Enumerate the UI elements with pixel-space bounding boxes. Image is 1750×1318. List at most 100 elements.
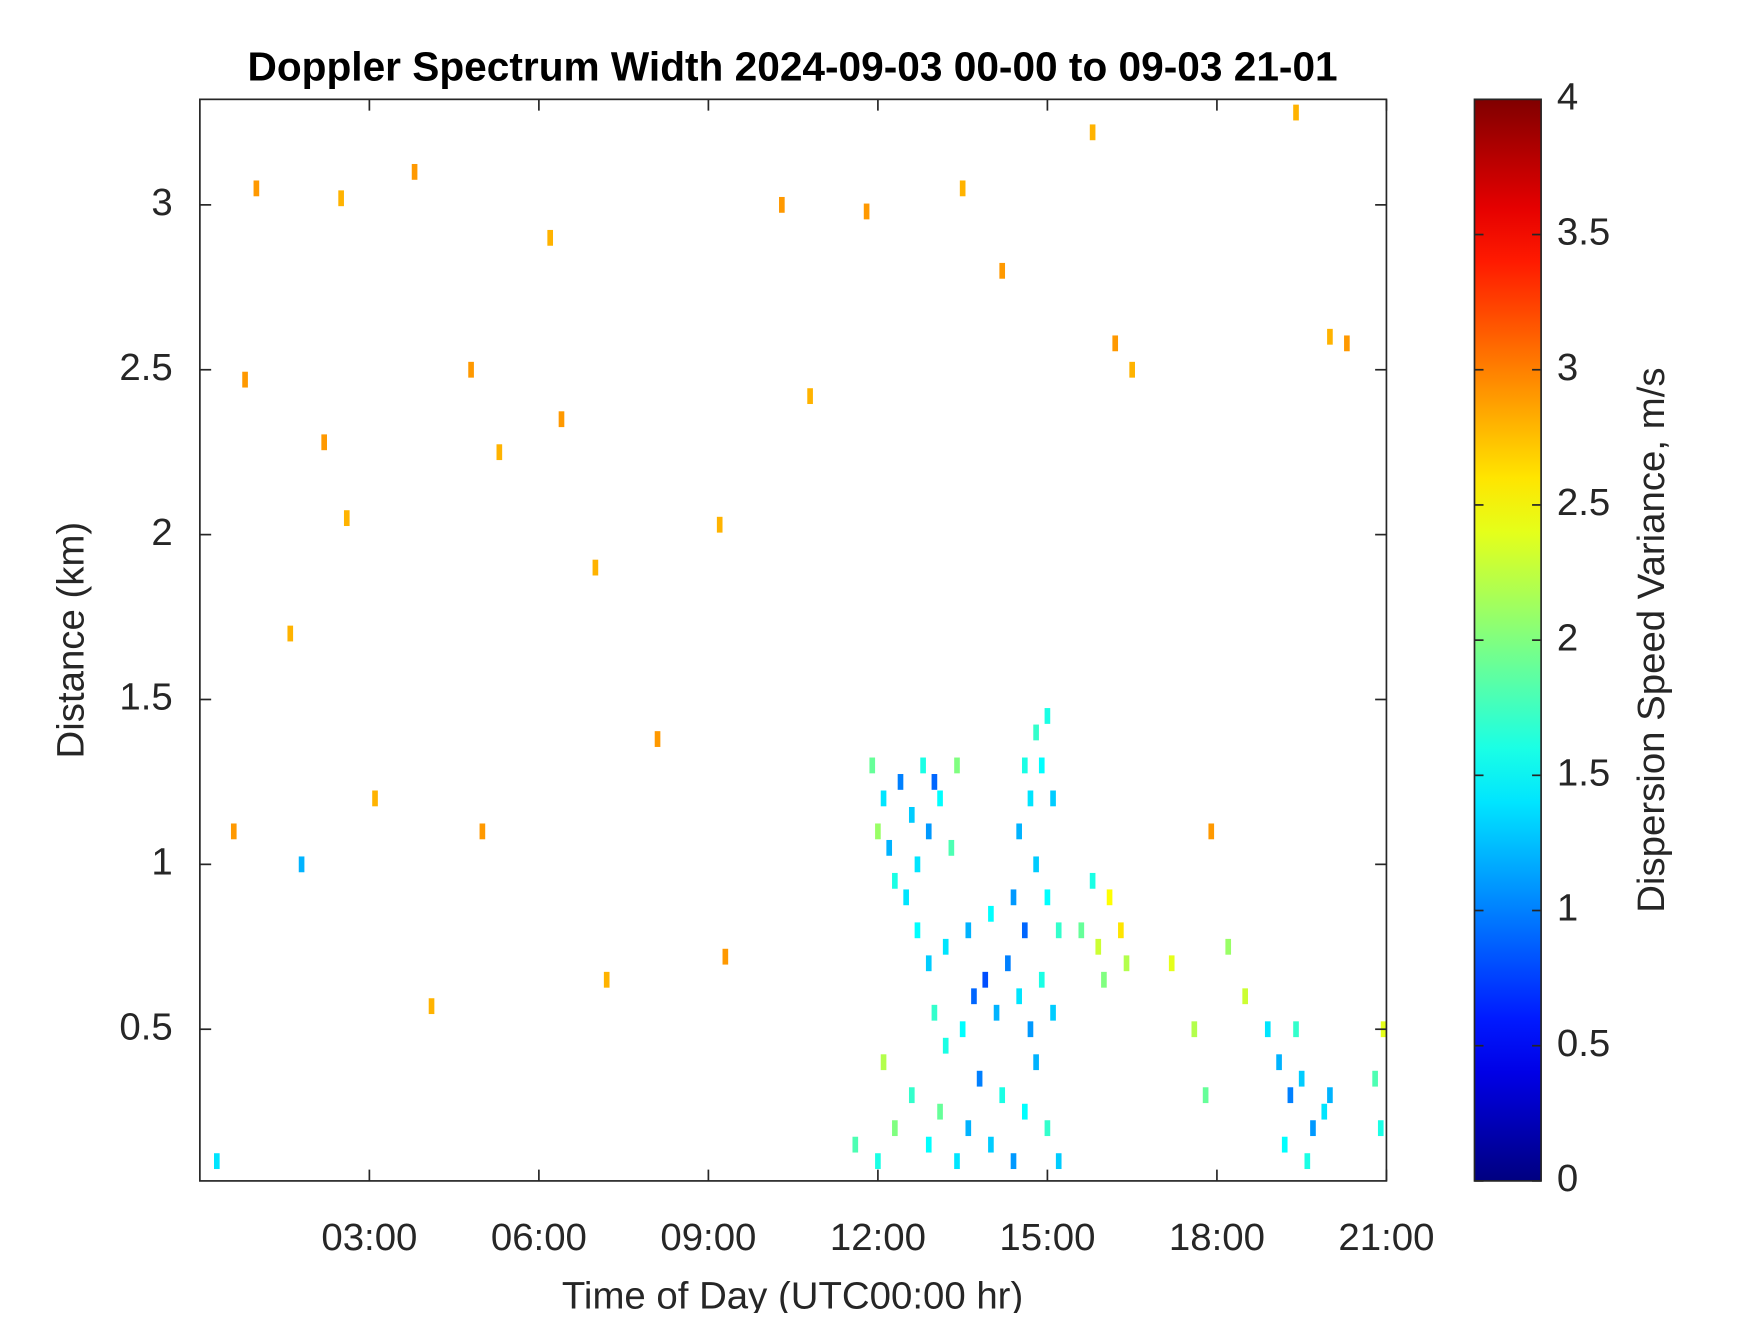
heatmap-cell [959, 1021, 966, 1038]
heatmap-cell [1344, 335, 1350, 352]
heatmap-cell [886, 839, 893, 856]
colorbar-tick-label: 3.5 [1557, 211, 1610, 254]
x-tick-label: 15:00 [999, 1216, 1095, 1259]
heatmap-cell [925, 823, 932, 840]
heatmap-cell [971, 988, 977, 1005]
heatmap-cell [1027, 790, 1034, 807]
heatmap-cell [1078, 922, 1085, 939]
heatmap-cell [1377, 1120, 1384, 1137]
x-tick-label: 06:00 [491, 1216, 587, 1259]
heatmap-cell [1287, 1087, 1294, 1104]
heatmap-cell [1208, 823, 1215, 840]
heatmap-cell [908, 1087, 915, 1104]
heatmap-cell [592, 559, 599, 576]
colorbar-tick-label: 0 [1557, 1157, 1578, 1200]
heatmap-cell [1118, 922, 1124, 939]
colorbar-tick-label: 0.5 [1557, 1022, 1610, 1065]
heatmap-cell [897, 774, 904, 790]
heatmap-cell [931, 774, 938, 790]
heatmap-cell [1010, 889, 1017, 906]
heatmap-cell [1021, 922, 1028, 939]
heatmap-cell [716, 516, 723, 533]
colorbar-tick-label: 1 [1557, 887, 1578, 930]
heatmap-cell [852, 1136, 859, 1153]
heatmap-cell [999, 1087, 1006, 1104]
plot-frame [199, 98, 1388, 1182]
heatmap-cell [920, 757, 926, 774]
heatmap-cell [1293, 1021, 1299, 1038]
heatmap-cell [779, 196, 785, 213]
heatmap-cell [1191, 1021, 1198, 1038]
heatmap-cell [1016, 823, 1022, 840]
heatmap-cell [892, 872, 898, 889]
y-tick-label: 1.5 [119, 676, 172, 719]
heatmap-cell [372, 790, 378, 807]
heatmap-cell [1106, 889, 1113, 906]
heatmap-cell [1033, 1054, 1039, 1071]
heatmap-cell [988, 1136, 994, 1153]
x-tick-label: 12:00 [830, 1216, 926, 1259]
heatmap-cell [1055, 1153, 1062, 1170]
heatmap-cell [875, 823, 881, 840]
heatmap-cell [993, 1004, 1000, 1021]
heatmap-cell [547, 229, 554, 246]
heatmap-cell [982, 971, 989, 988]
heatmap-cell [1044, 1120, 1051, 1137]
colorbar-tick-label: 2 [1557, 616, 1578, 659]
x-tick-label: 03:00 [321, 1216, 417, 1259]
y-tick-label: 1 [151, 840, 172, 883]
heatmap-cell [931, 1004, 938, 1021]
heatmap-cell [298, 856, 305, 873]
heatmap-cell [1123, 955, 1130, 972]
y-tick-label: 2 [151, 511, 172, 554]
y-tick-label: 3 [151, 181, 172, 224]
heatmap-cell [863, 203, 870, 220]
heatmap-cell [959, 180, 966, 197]
heatmap-cell [1016, 988, 1022, 1005]
heatmap-cell [892, 1120, 898, 1137]
x-tick-label: 21:00 [1338, 1216, 1434, 1259]
heatmap-cell [1293, 104, 1299, 121]
colorbar-tick-label: 4 [1557, 75, 1578, 118]
heatmap-cell [1095, 938, 1102, 955]
heatmap-cell [1276, 1054, 1282, 1071]
heatmap-cell [411, 163, 418, 180]
heatmap-cell [1050, 790, 1056, 807]
heatmap-cell [925, 955, 932, 972]
heatmap-cell [722, 948, 729, 965]
y-tick-label: 0.5 [119, 1005, 172, 1048]
heatmap-cell [880, 1054, 887, 1071]
heatmap-cell [253, 180, 260, 197]
heatmap-cell [937, 1103, 943, 1120]
heatmap-cell [1038, 971, 1045, 988]
colorbar-tick-label: 1.5 [1557, 751, 1610, 794]
heatmap-cell [988, 905, 994, 922]
y-tick-label: 2.5 [119, 346, 172, 389]
heatmap-cell [1202, 1087, 1209, 1104]
heatmap-cell [242, 371, 248, 388]
heatmap-cell [1021, 757, 1028, 774]
heatmap-cell [880, 790, 887, 807]
colorbar [1474, 99, 1542, 1181]
heatmap-cell [1327, 328, 1333, 345]
chart-title: Doppler Spectrum Width 2024-09-03 00-00 … [248, 44, 1338, 90]
heatmap-cell [999, 262, 1006, 279]
heatmap-cells [214, 104, 1387, 1170]
heatmap-cell [338, 190, 344, 207]
heatmap-cell [1321, 1103, 1328, 1120]
heatmap-cell [1264, 1021, 1271, 1038]
heatmap-cell [1129, 361, 1135, 378]
heatmap-cell [954, 757, 960, 774]
heatmap-cell [1372, 1070, 1378, 1087]
heatmap-cell [954, 1153, 960, 1170]
heatmap-cell [1027, 1021, 1034, 1038]
heatmap-cell [479, 823, 486, 840]
x-tick-label: 09:00 [660, 1216, 756, 1259]
heatmap-cell [903, 889, 909, 906]
heatmap-cell [1225, 938, 1232, 955]
heatmap-cell [230, 823, 237, 840]
heatmap-cell [875, 1153, 881, 1170]
heatmap-cell [1101, 971, 1107, 988]
heatmap-cell [942, 938, 949, 955]
